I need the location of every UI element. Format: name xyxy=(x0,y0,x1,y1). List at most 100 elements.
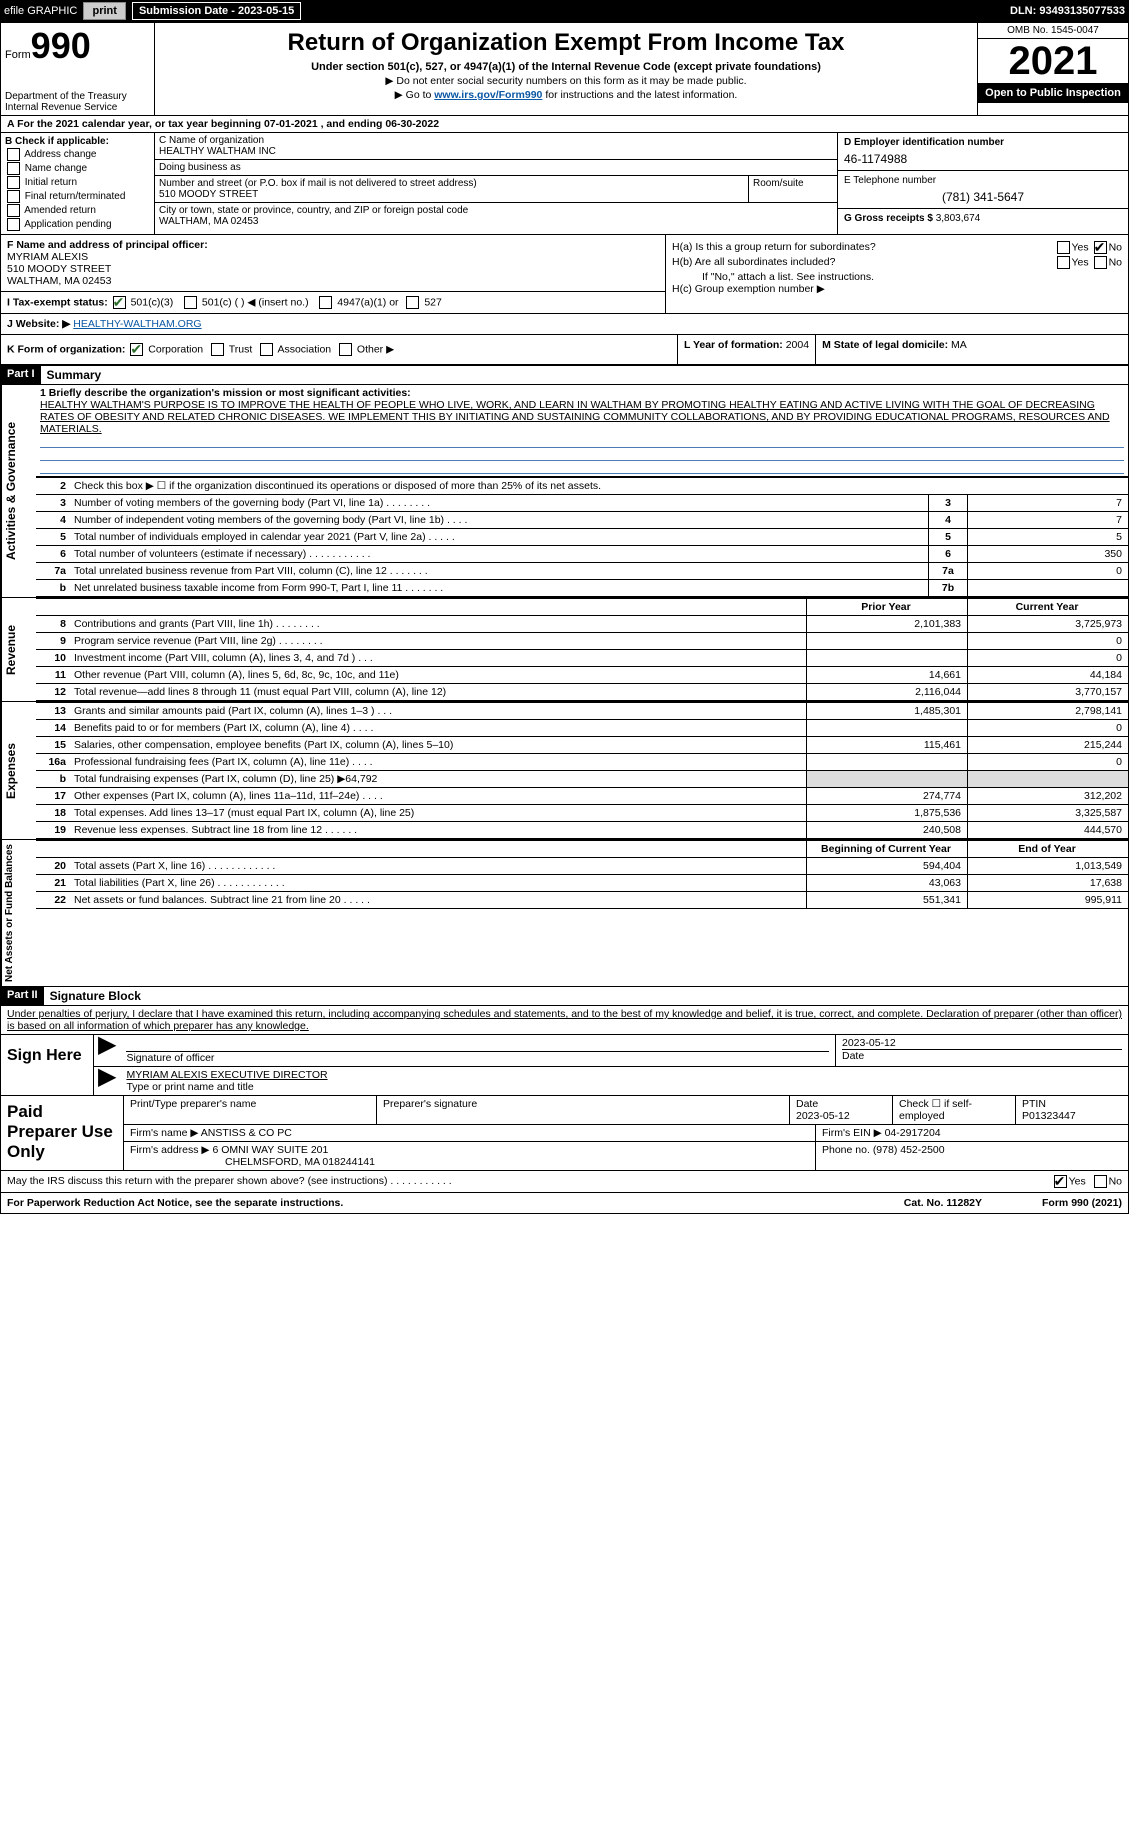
block-bcd: B Check if applicable: Address change Na… xyxy=(1,133,1128,235)
gov-table: 2Check this box ▶ ☐ if the organization … xyxy=(36,477,1128,597)
irs-link[interactable]: www.irs.gov/Form990 xyxy=(434,89,542,101)
g-label: G Gross receipts $ xyxy=(844,213,933,224)
side-exp: Expenses xyxy=(1,702,36,839)
revenue-table: Prior Year Current Year 8Contributions a… xyxy=(36,598,1128,701)
dln: DLN: 93493135077533 xyxy=(1010,5,1125,17)
part2-header: Part II Signature Block xyxy=(1,986,1128,1006)
table-row: bNet unrelated business taxable income f… xyxy=(36,580,1128,597)
line1-label: 1 Briefly describe the organization's mi… xyxy=(40,387,411,399)
discuss-no[interactable] xyxy=(1094,1175,1107,1188)
table-row: 10Investment income (Part VIII, column (… xyxy=(36,650,1128,667)
b-item: Address change xyxy=(5,148,150,161)
pra-notice: For Paperwork Reduction Act Notice, see … xyxy=(7,1197,343,1209)
part1-title: Summary xyxy=(41,366,108,384)
ein-val: 46-1174988 xyxy=(844,152,1122,166)
k-label: K Form of organization: xyxy=(7,343,125,355)
header-left: Form990 Department of the Treasury Inter… xyxy=(1,23,155,115)
table-row: 17Other expenses (Part IX, column (A), l… xyxy=(36,788,1128,805)
g-val: 3,803,674 xyxy=(936,213,981,224)
open-inspection: Open to Public Inspection xyxy=(978,83,1128,103)
part2-title: Signature Block xyxy=(44,987,147,1005)
header-mid: Return of Organization Exempt From Incom… xyxy=(155,23,977,115)
cb-4947[interactable] xyxy=(319,296,332,309)
b-item: Application pending xyxy=(5,218,150,231)
table-row: 12Total revenue—add lines 8 through 11 (… xyxy=(36,684,1128,701)
submission-date: Submission Date - 2023-05-15 xyxy=(132,2,301,20)
table-row: 3Number of voting members of the governi… xyxy=(36,495,1128,512)
print-button[interactable]: print xyxy=(83,2,125,20)
hdr-current: Current Year xyxy=(968,599,1129,616)
col-b: B Check if applicable: Address change Na… xyxy=(1,133,155,234)
website-link[interactable]: HEALTHY-WALTHAM.ORG xyxy=(73,318,201,330)
side-gov: Activities & Governance xyxy=(1,385,36,597)
hdr-beg: Beginning of Current Year xyxy=(807,841,968,858)
cb-assoc[interactable] xyxy=(260,343,273,356)
note-ssn: ▶ Do not enter social security numbers o… xyxy=(159,75,973,87)
table-row: 5Total number of individuals employed in… xyxy=(36,529,1128,546)
mission-text: HEALTHY WALTHAM'S PURPOSE IS TO IMPROVE … xyxy=(40,399,1110,435)
table-row: 14Benefits paid to or for members (Part … xyxy=(36,720,1128,737)
table-row: 19Revenue less expenses. Subtract line 1… xyxy=(36,822,1128,839)
j-label: J Website: ▶ xyxy=(7,318,70,330)
section-expenses: Expenses 13Grants and similar amounts pa… xyxy=(1,701,1128,839)
cb-501c[interactable] xyxy=(184,296,197,309)
table-row: 16aProfessional fundraising fees (Part I… xyxy=(36,754,1128,771)
sign-here-row: Sign Here ▶ Signature of officer 2023-05… xyxy=(1,1034,1128,1095)
officer-typed: MYRIAM ALEXIS EXECUTIVE DIRECTOR xyxy=(126,1069,327,1081)
prep-date: 2023-05-12 xyxy=(796,1110,850,1122)
section-revenue: Revenue Prior Year Current Year 8Contrib… xyxy=(1,597,1128,701)
hb-no[interactable] xyxy=(1094,256,1107,269)
table-row: 11Other revenue (Part VIII, column (A), … xyxy=(36,667,1128,684)
city-val: WALTHAM, MA 02453 xyxy=(159,216,258,227)
arrow-icon: ▶ xyxy=(94,1035,120,1066)
hdr-end: End of Year xyxy=(968,841,1129,858)
discuss-yes[interactable] xyxy=(1054,1175,1067,1188)
firm-name: ANSTISS & CO PC xyxy=(201,1127,292,1139)
table-row: 6Total number of volunteers (estimate if… xyxy=(36,546,1128,563)
tax-year: 2021 xyxy=(978,39,1128,83)
paid-label: Paid Preparer Use Only xyxy=(1,1096,124,1170)
ptin-val: P01323447 xyxy=(1022,1110,1076,1122)
firm-addr1: 6 OMNI WAY SUITE 201 xyxy=(212,1144,328,1156)
f-col: F Name and address of principal officer:… xyxy=(1,235,665,313)
d-label: D Employer identification number xyxy=(844,137,1004,148)
cb-501c3[interactable] xyxy=(113,296,126,309)
hdr-prior: Prior Year xyxy=(807,599,968,616)
part1-tag: Part I xyxy=(1,366,41,384)
ha-yes[interactable] xyxy=(1057,241,1070,254)
cb-trust[interactable] xyxy=(211,343,224,356)
col-c: C Name of organization HEALTHY WALTHAM I… xyxy=(155,133,837,234)
table-row: 20Total assets (Part X, line 16) . . . .… xyxy=(36,858,1128,875)
i-label: I Tax-exempt status: xyxy=(7,296,108,308)
cb-other[interactable] xyxy=(339,343,352,356)
line2: Check this box ▶ ☐ if the organization d… xyxy=(70,478,1128,495)
sign-here-label: Sign Here xyxy=(1,1035,94,1095)
table-row: 4Number of independent voting members of… xyxy=(36,512,1128,529)
phone-val: (781) 341-5647 xyxy=(844,190,1122,204)
officer-name: MYRIAM ALEXIS xyxy=(7,251,88,263)
f-label: F Name and address of principal officer: xyxy=(7,239,208,251)
expenses-table: 13Grants and similar amounts paid (Part … xyxy=(36,702,1128,839)
officer-addr1: 510 MOODY STREET xyxy=(7,263,111,275)
cb-527[interactable] xyxy=(406,296,419,309)
b-label: B Check if applicable: xyxy=(5,136,109,147)
firm-phone: (978) 452-2500 xyxy=(873,1144,945,1156)
date-label: Date xyxy=(842,1050,864,1062)
dba-label: Doing business as xyxy=(159,162,241,173)
cb-corp[interactable] xyxy=(130,343,143,356)
col-d: D Employer identification number 46-1174… xyxy=(837,133,1128,234)
hb-yes[interactable] xyxy=(1057,256,1070,269)
ha-label: H(a) Is this a group return for subordin… xyxy=(672,241,876,254)
header-right: OMB No. 1545-0047 2021 Open to Public In… xyxy=(977,23,1128,115)
b-item: Name change xyxy=(5,162,150,175)
org-name: HEALTHY WALTHAM INC xyxy=(159,146,276,157)
table-row: 9Program service revenue (Part VIII, lin… xyxy=(36,633,1128,650)
footer: For Paperwork Reduction Act Notice, see … xyxy=(1,1192,1128,1213)
klm-row: K Form of organization: Corporation Trus… xyxy=(1,335,1128,365)
j-row: J Website: ▶ HEALTHY-WALTHAM.ORG xyxy=(1,314,1128,335)
room-cell: Room/suite xyxy=(748,176,837,202)
paid-preparer: Paid Preparer Use Only Print/Type prepar… xyxy=(1,1095,1128,1170)
e-label: E Telephone number xyxy=(844,175,936,186)
street-val: 510 MOODY STREET xyxy=(159,189,258,200)
ha-no[interactable] xyxy=(1094,241,1107,254)
